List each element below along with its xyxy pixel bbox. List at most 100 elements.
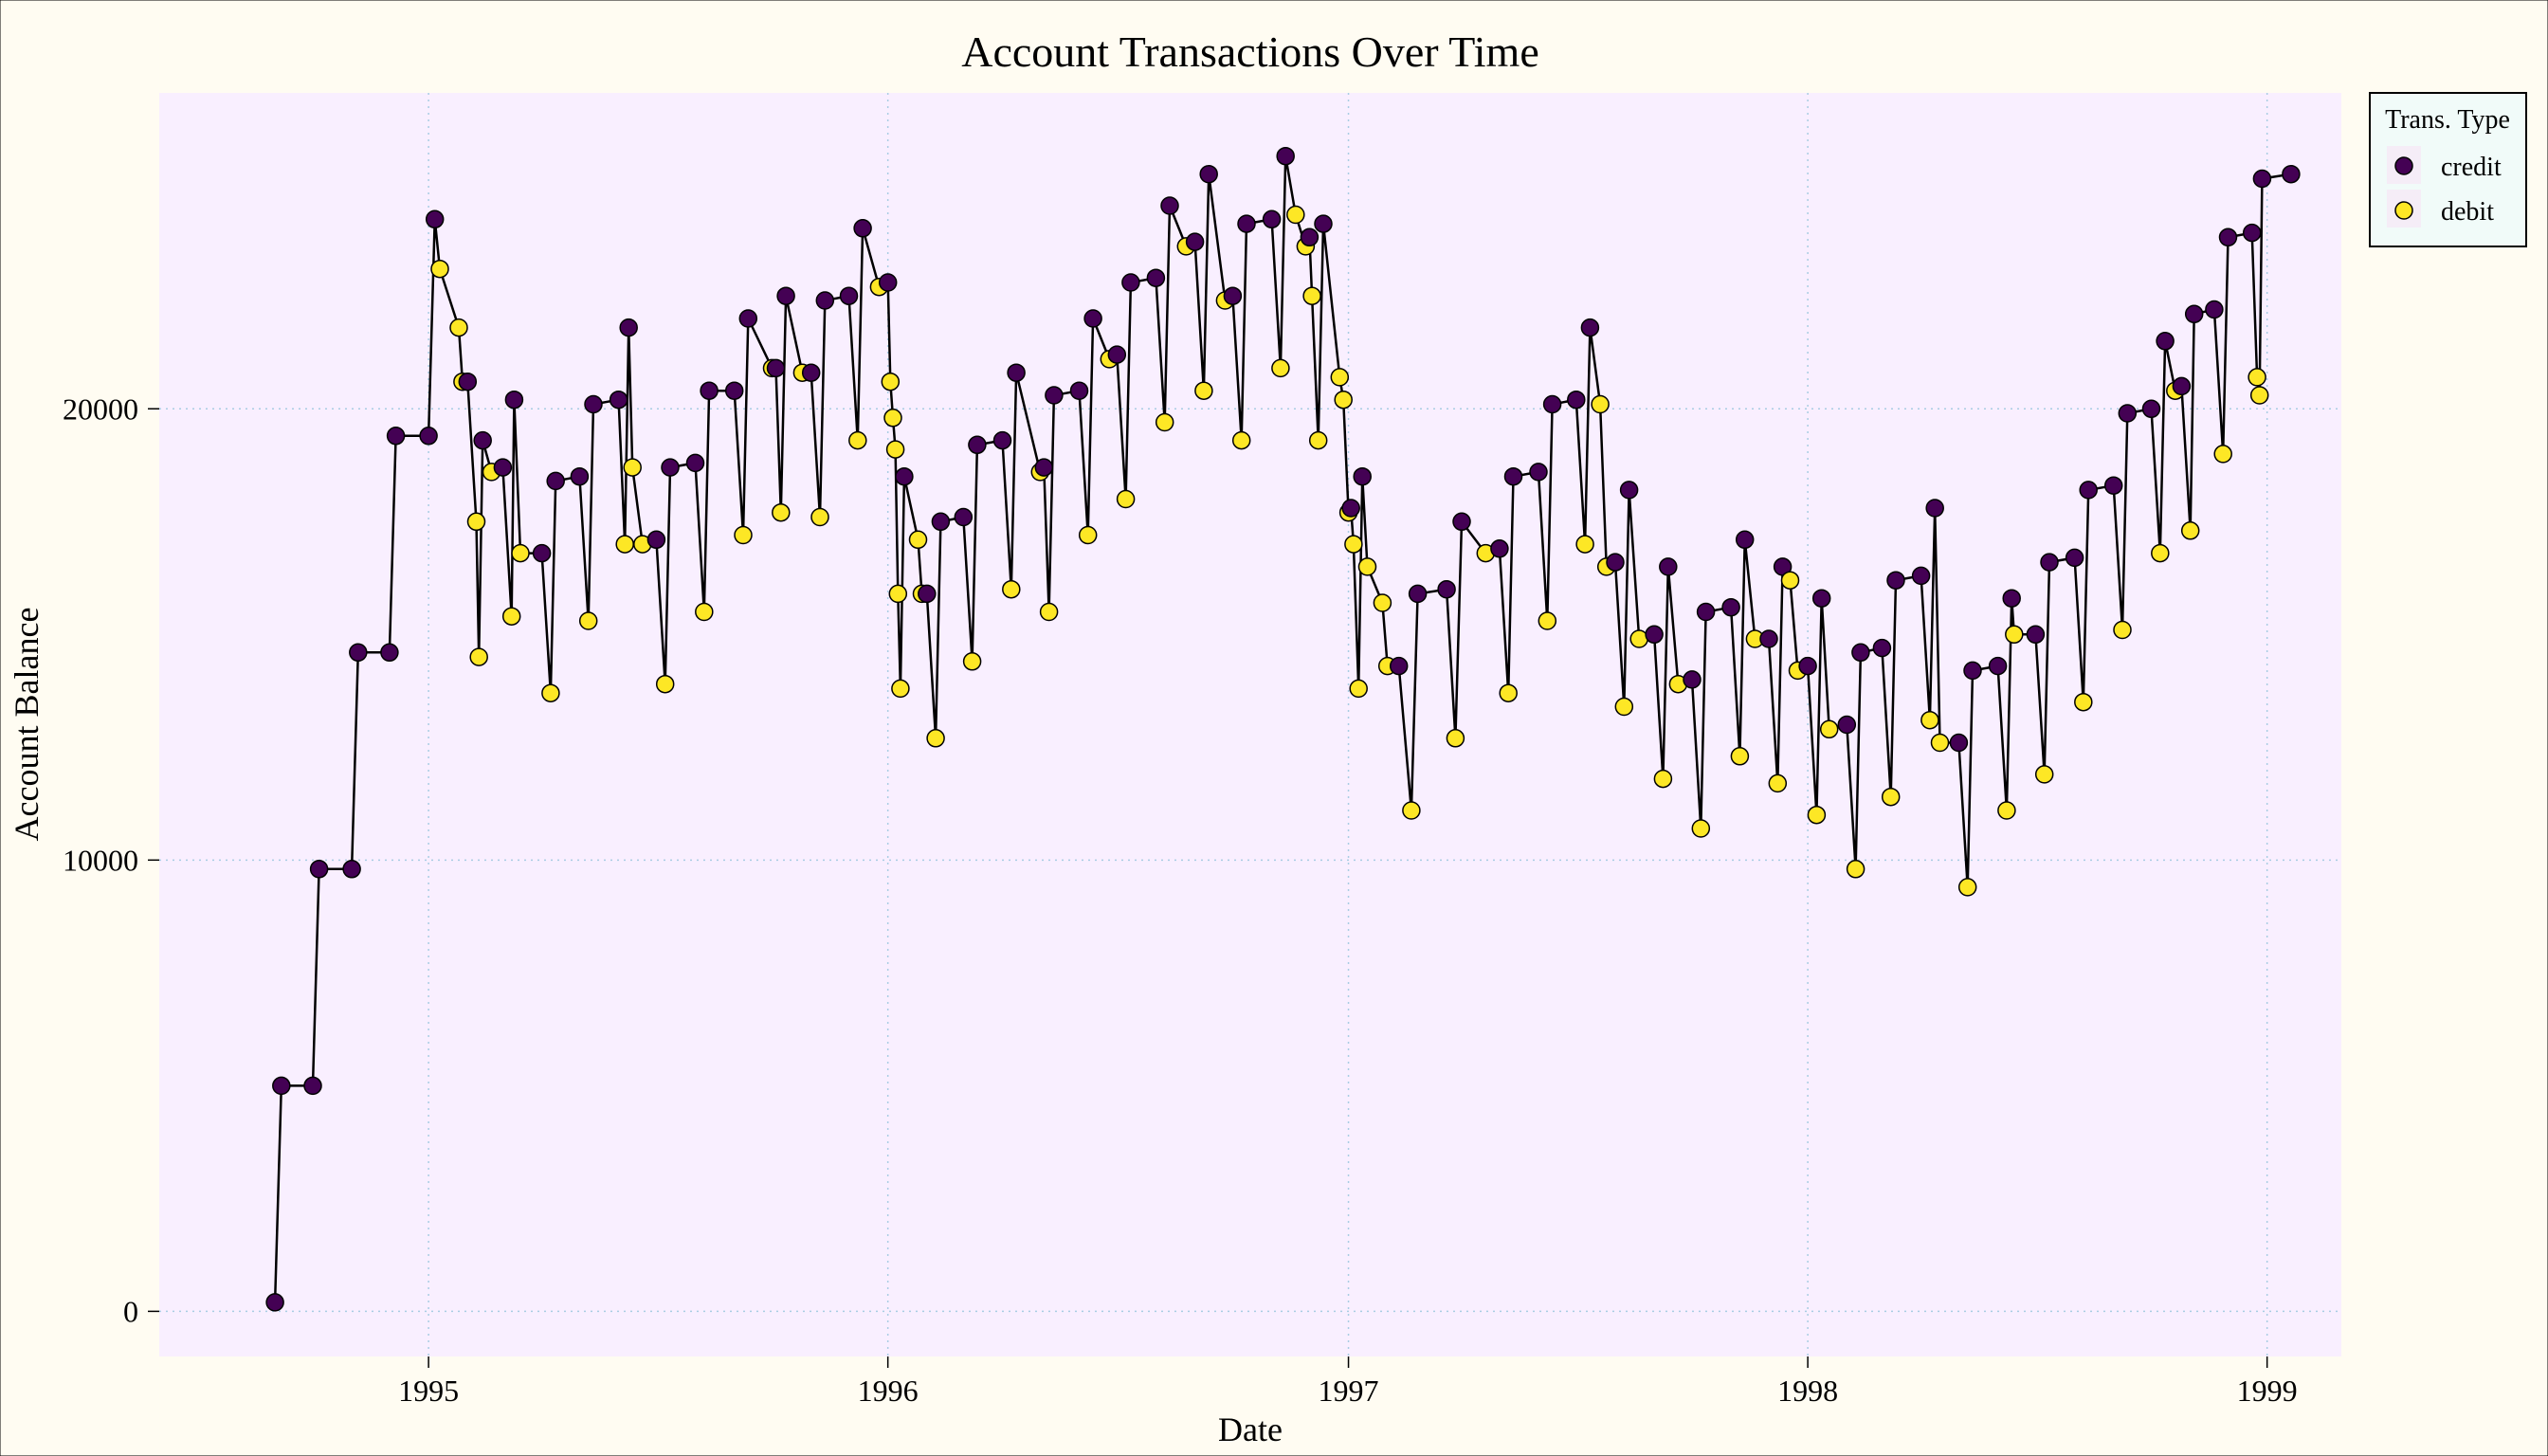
data-point-credit: [1886, 571, 1905, 590]
data-point-debit: [1575, 535, 1594, 554]
legend-title: Trans. Type: [2385, 105, 2510, 135]
plot-area: [159, 93, 2341, 1356]
data-point-credit: [425, 209, 445, 229]
legend-label-debit: debit: [2441, 197, 2494, 227]
data-point-credit: [1811, 589, 1831, 608]
data-point-credit: [2079, 481, 2098, 500]
data-point-debit: [810, 507, 829, 527]
data-point-credit: [815, 291, 835, 310]
data-point-credit: [1683, 670, 1702, 689]
x-tick-label: 1999: [2237, 1374, 2298, 1408]
data-point-debit: [541, 683, 560, 702]
data-point-credit: [1262, 209, 1282, 229]
data-point-credit: [1529, 463, 1548, 482]
data-point-debit: [1039, 602, 1059, 622]
data-point-credit: [473, 430, 492, 450]
data-point-debit: [1846, 860, 1866, 879]
data-point-credit: [954, 507, 974, 527]
data-point-debit: [891, 679, 910, 699]
data-point-credit: [619, 318, 638, 337]
data-point-credit: [1735, 530, 1755, 550]
data-point-credit: [1237, 214, 1256, 233]
data-point-credit: [1408, 584, 1428, 604]
data-point-debit: [1538, 611, 1557, 630]
data-point-debit: [881, 372, 901, 391]
y-tick-label: 0: [123, 1294, 138, 1328]
data-point-debit: [1373, 593, 1392, 612]
data-point-credit: [2141, 399, 2161, 419]
data-point-credit: [1389, 656, 1409, 676]
data-point-debit: [2151, 543, 2170, 563]
data-point-credit: [685, 453, 705, 473]
data-point-debit: [908, 530, 928, 550]
data-point-credit: [386, 427, 406, 446]
data-point-credit: [272, 1076, 291, 1096]
data-point-credit: [546, 471, 565, 491]
data-point-credit: [1160, 196, 1179, 215]
y-axis: 0 10000 20000: [63, 391, 159, 1328]
data-point-credit: [1851, 643, 1870, 663]
data-point-credit: [661, 458, 680, 477]
data-point-credit: [1949, 733, 1969, 753]
data-point-credit: [1341, 499, 1360, 518]
data-point-credit: [1696, 602, 1716, 622]
data-point-credit: [419, 427, 438, 446]
data-point-credit: [1580, 318, 1600, 337]
data-point-debit: [449, 318, 468, 337]
data-point-credit: [2242, 223, 2262, 243]
data-point-credit: [303, 1076, 322, 1096]
data-point-credit: [724, 381, 744, 400]
data-point-debit: [1002, 579, 1021, 599]
data-point-debit: [2249, 386, 2269, 405]
y-axis-title: Account Balance: [8, 608, 46, 842]
data-point-debit: [578, 611, 598, 630]
data-point-credit: [1542, 394, 1562, 414]
data-point-credit: [2252, 169, 2272, 189]
data-point-credit: [1185, 232, 1205, 251]
data-points: [265, 146, 2301, 1312]
data-point-debit: [962, 652, 982, 671]
data-point-debit: [926, 729, 945, 748]
data-point-debit: [888, 584, 908, 604]
data-point-debit: [2005, 625, 2024, 645]
data-point-credit: [1437, 579, 1456, 599]
data-point-debit: [1997, 801, 2016, 820]
data-point-debit: [1591, 394, 1610, 414]
data-point-credit: [2184, 304, 2204, 324]
data-point-debit: [1730, 747, 1750, 766]
data-point-credit: [1872, 638, 1892, 658]
data-point-credit: [1798, 656, 1817, 676]
data-point-debit: [2113, 620, 2132, 640]
data-point-debit: [1499, 683, 1518, 702]
data-point-debit: [883, 409, 902, 428]
data-point-credit: [1925, 499, 1944, 518]
data-point-credit: [2118, 404, 2138, 423]
data-point-credit: [1759, 629, 1778, 648]
y-tick-label: 20000: [63, 391, 138, 426]
data-point-debit: [511, 543, 530, 563]
data-point-credit: [646, 530, 666, 550]
data-point-credit: [853, 219, 872, 238]
data-point-credit: [1619, 481, 1639, 500]
data-point-credit: [2103, 476, 2123, 495]
data-point-debit: [1768, 774, 1788, 793]
data-point-debit: [430, 259, 449, 279]
data-point-debit: [466, 512, 486, 532]
data-point-debit: [1653, 769, 1673, 789]
data-point-credit: [584, 394, 603, 414]
data-point-credit: [458, 372, 478, 391]
data-point-debit: [2034, 765, 2054, 784]
data-point-credit: [2026, 625, 2046, 645]
data-point-credit: [738, 309, 758, 328]
data-point-debit: [1286, 205, 1305, 225]
data-point-credit: [1276, 146, 1295, 166]
data-point-debit: [695, 602, 714, 622]
data-point-credit: [776, 286, 795, 305]
data-point-credit: [1146, 268, 1166, 287]
data-point-debit: [1614, 697, 1634, 717]
data-point-debit: [1155, 412, 1174, 432]
data-point-debit: [1402, 801, 1421, 820]
data-point-credit: [766, 358, 786, 378]
data-point-credit: [1606, 553, 1625, 572]
data-point-debit: [1344, 535, 1363, 554]
